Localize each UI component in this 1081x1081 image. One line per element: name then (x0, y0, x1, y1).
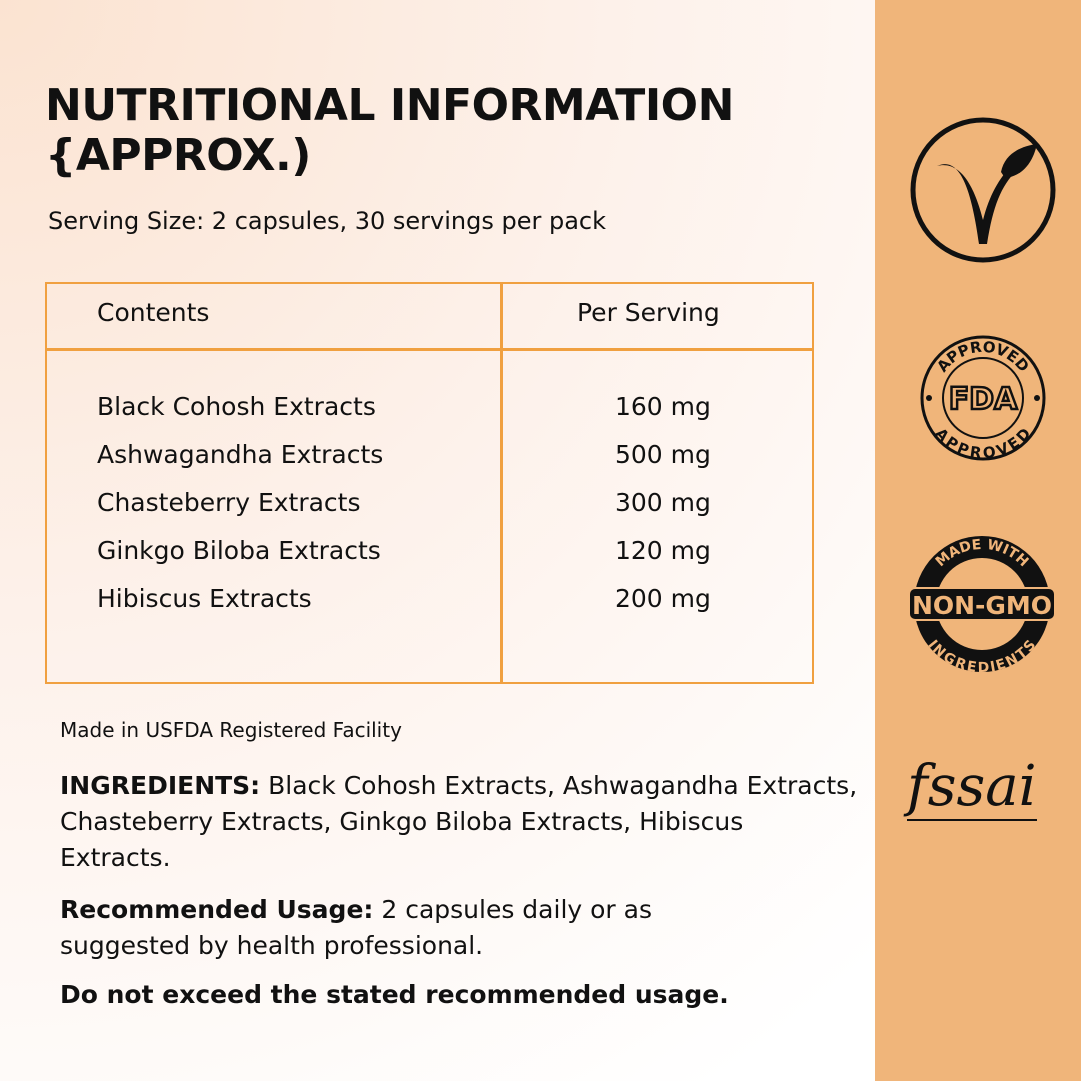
header-divider (47, 348, 812, 351)
table-row: Ashwagandha Extracts 500 mg (47, 440, 812, 488)
page-title-approx: {APPROX.) (45, 130, 311, 181)
row-name: Ashwagandha Extracts (97, 440, 384, 469)
ingredients-list: Black Cohosh Extracts, Ashwagandha Extra… (60, 771, 858, 872)
row-value: 160 mg (615, 392, 711, 421)
facility-note: Made in USFDA Registered Facility (60, 718, 402, 742)
fssai-logo: fssai (907, 754, 1037, 821)
row-name: Chasteberry Extracts (97, 488, 361, 517)
table-row: Black Cohosh Extracts 160 mg (47, 392, 812, 440)
ingredients-text: INGREDIENTS: Black Cohosh Extracts, Ashw… (60, 768, 860, 876)
table-row: Hibiscus Extracts 200 mg (47, 584, 812, 632)
row-value: 300 mg (615, 488, 711, 517)
usage-text: Recommended Usage: 2 capsules daily or a… (60, 892, 780, 964)
fda-approved-icon: APPROVED APPROVED FDA (920, 335, 1046, 462)
column-divider (500, 284, 503, 682)
row-name: Black Cohosh Extracts (97, 392, 376, 421)
header-contents: Contents (97, 298, 210, 327)
page-title: NUTRITIONAL INFORMATION (45, 80, 734, 131)
ingredients-label: INGREDIENTS: (60, 771, 261, 800)
row-value: 120 mg (615, 536, 711, 565)
non-gmo-icon: MADE WITH INGREDIENTS NON-GMO (908, 536, 1056, 676)
svg-text:APPROVED: APPROVED (933, 338, 1032, 376)
row-name: Hibiscus Extracts (97, 584, 312, 613)
table-row: Ginkgo Biloba Extracts 120 mg (47, 536, 812, 584)
serving-size: Serving Size: 2 capsules, 30 servings pe… (48, 207, 607, 235)
usage-label: Recommended Usage: (60, 895, 374, 924)
usage-body: 2 capsules daily or as suggested by heal… (60, 895, 652, 960)
table-row: Chasteberry Extracts 300 mg (47, 488, 812, 536)
svg-text:NON-GMO: NON-GMO (912, 591, 1052, 620)
header-per-serving: Per Serving (577, 298, 720, 327)
badge-panel: APPROVED APPROVED FDA MADE WITH INGREDIE… (875, 0, 1081, 1081)
nutrition-table: Contents Per Serving Black Cohosh Extrac… (45, 282, 814, 684)
svg-text:APPROVED: APPROVED (932, 424, 1035, 462)
vegan-icon (910, 117, 1056, 263)
row-value: 200 mg (615, 584, 711, 613)
row-name: Ginkgo Biloba Extracts (97, 536, 381, 565)
warning-text: Do not exceed the stated recommended usa… (60, 980, 729, 1009)
row-value: 500 mg (615, 440, 711, 469)
svg-text:FDA: FDA (949, 382, 1018, 417)
